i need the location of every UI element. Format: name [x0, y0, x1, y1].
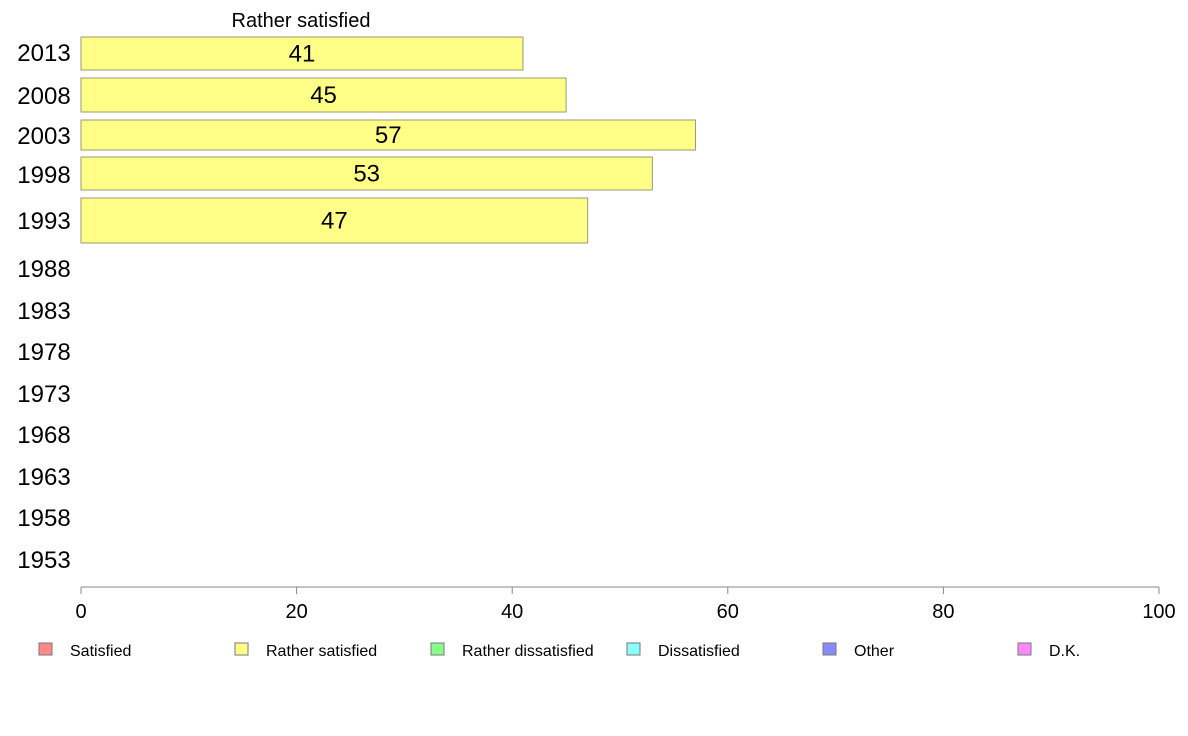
category-label: 1993 [17, 208, 70, 235]
legend-swatch [626, 642, 641, 656]
bar-value-label: 47 [321, 208, 348, 235]
legend-label: Rather satisfied [266, 643, 377, 660]
bar [80, 197, 589, 244]
category-label: 2013 [17, 40, 70, 67]
category-label: 1953 [17, 547, 70, 574]
category-label: 1963 [17, 464, 70, 491]
category-label: 1973 [17, 381, 70, 408]
category-label: 2003 [17, 123, 70, 150]
legend-swatch [430, 642, 445, 656]
x-axis: 0 20 40 60 80 100 [75, 586, 1176, 623]
bar [80, 156, 653, 191]
x-tick-label: 40 [501, 601, 523, 623]
bar-value-label: 53 [353, 161, 380, 188]
category-label: 1958 [17, 505, 70, 532]
x-tick-label: 80 [932, 601, 954, 623]
bar [80, 119, 696, 151]
legend-swatch [38, 642, 53, 656]
legend-label: Satisfied [70, 643, 131, 660]
chart-title: Rather satisfied [232, 10, 371, 32]
bar [80, 77, 567, 113]
legend-label: Dissatisfied [658, 643, 740, 660]
legend-swatch [234, 642, 249, 656]
category-label: 1998 [17, 162, 70, 189]
category-label: 1978 [17, 339, 70, 366]
category-label: 2008 [17, 83, 70, 110]
bar-value-label: 57 [375, 122, 402, 149]
x-tick-label: 60 [717, 601, 739, 623]
category-label: 1983 [17, 298, 70, 325]
legend-label: Other [854, 643, 895, 660]
legend: Satisfied Rather satisfied Rather dissatis… [38, 642, 1080, 660]
x-tick-label: 100 [1142, 601, 1175, 623]
x-tick-label: 0 [75, 601, 86, 623]
legend-label: Rather dissatisfied [462, 643, 594, 660]
category-label: 1968 [17, 422, 70, 449]
legend-swatch [822, 642, 837, 656]
bar-value-label: 41 [289, 41, 316, 68]
bar [80, 36, 524, 71]
category-label: 1988 [17, 256, 70, 283]
legend-label: D.K. [1049, 643, 1080, 660]
legend-swatch [1017, 642, 1032, 656]
bar-value-label: 45 [310, 82, 337, 109]
x-tick-label: 20 [285, 601, 307, 623]
category-labels: 2013 2008 2003 1998 1993 1988 1983 1978 1973 1968… [17, 40, 70, 574]
